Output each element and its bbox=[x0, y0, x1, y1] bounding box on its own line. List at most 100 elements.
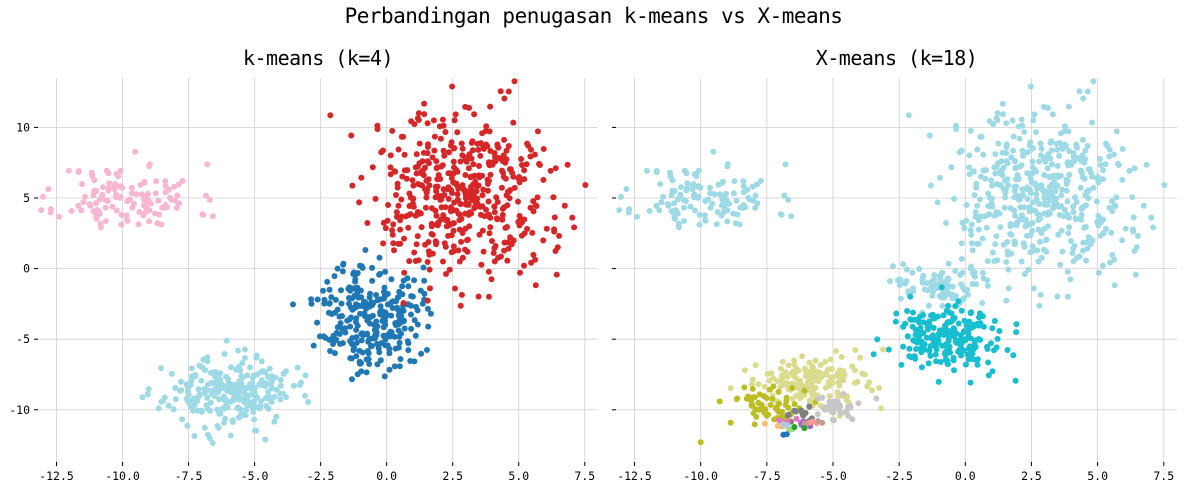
data-point bbox=[277, 390, 284, 397]
data-point bbox=[157, 365, 164, 372]
data-point bbox=[296, 382, 303, 388]
data-point bbox=[723, 200, 730, 207]
data-point bbox=[390, 221, 397, 228]
data-point bbox=[38, 207, 45, 214]
data-point bbox=[838, 410, 845, 417]
data-point bbox=[502, 224, 509, 231]
data-point bbox=[198, 377, 205, 384]
data-point bbox=[480, 248, 487, 255]
data-point bbox=[967, 127, 974, 134]
data-point bbox=[952, 338, 959, 345]
data-point bbox=[941, 278, 948, 285]
data-point bbox=[424, 150, 431, 157]
data-point bbox=[849, 416, 856, 423]
data-point bbox=[501, 239, 508, 246]
data-point bbox=[1012, 221, 1019, 228]
data-point bbox=[1083, 202, 1090, 209]
y-tick-label: 10 bbox=[16, 120, 30, 134]
data-point bbox=[997, 182, 1004, 189]
data-point bbox=[450, 207, 457, 214]
data-point bbox=[152, 210, 158, 217]
data-point bbox=[207, 399, 214, 406]
data-point bbox=[1045, 223, 1051, 230]
data-point bbox=[425, 239, 432, 245]
data-point bbox=[1041, 195, 1048, 202]
data-point bbox=[203, 192, 209, 199]
data-point bbox=[764, 371, 771, 377]
data-point bbox=[470, 161, 477, 168]
data-point bbox=[369, 343, 375, 349]
data-point bbox=[338, 300, 345, 307]
data-point bbox=[1072, 194, 1078, 201]
data-point bbox=[540, 237, 547, 244]
data-point bbox=[984, 258, 991, 265]
data-point bbox=[916, 266, 923, 272]
data-point bbox=[79, 181, 86, 188]
data-point bbox=[528, 146, 534, 153]
data-point bbox=[465, 165, 472, 172]
x-tick-label: -12.5 bbox=[39, 469, 74, 483]
data-point bbox=[976, 310, 983, 317]
data-point bbox=[129, 190, 135, 197]
data-point bbox=[969, 269, 976, 276]
data-point bbox=[80, 199, 87, 206]
data-point bbox=[1086, 166, 1093, 173]
data-point bbox=[65, 167, 72, 174]
data-point bbox=[1012, 212, 1019, 219]
data-point bbox=[1033, 191, 1040, 198]
data-point bbox=[498, 253, 504, 260]
data-point bbox=[1003, 259, 1010, 265]
data-point bbox=[995, 160, 1002, 167]
data-point bbox=[771, 416, 778, 423]
data-point bbox=[1081, 175, 1088, 182]
data-point bbox=[353, 353, 360, 360]
data-point bbox=[357, 359, 364, 366]
data-point bbox=[381, 373, 388, 380]
data-point bbox=[930, 276, 937, 283]
data-point bbox=[939, 269, 946, 276]
data-point bbox=[440, 147, 447, 154]
y-tick-label: 0 bbox=[23, 262, 30, 276]
data-point bbox=[128, 184, 135, 191]
data-point bbox=[1036, 158, 1043, 165]
data-point bbox=[967, 227, 974, 234]
data-point bbox=[815, 418, 821, 424]
data-point bbox=[1027, 175, 1034, 182]
data-point bbox=[734, 395, 741, 402]
data-point bbox=[920, 312, 926, 319]
data-point bbox=[381, 314, 387, 321]
data-point bbox=[105, 185, 112, 192]
data-point bbox=[752, 192, 759, 199]
data-point bbox=[501, 136, 508, 143]
data-point bbox=[385, 202, 392, 208]
data-point bbox=[93, 214, 100, 221]
data-point bbox=[477, 211, 484, 218]
data-point bbox=[1087, 241, 1094, 248]
data-point bbox=[791, 424, 798, 430]
data-point bbox=[702, 217, 709, 224]
data-point bbox=[190, 395, 197, 402]
data-point bbox=[452, 285, 458, 292]
data-point bbox=[395, 146, 402, 153]
data-point bbox=[748, 381, 755, 388]
data-point bbox=[966, 152, 973, 159]
data-point bbox=[1013, 183, 1020, 190]
data-point bbox=[226, 383, 233, 390]
data-point bbox=[1003, 120, 1010, 127]
data-point bbox=[431, 147, 438, 154]
data-point bbox=[429, 154, 436, 161]
data-point bbox=[968, 231, 975, 238]
data-point bbox=[523, 161, 530, 168]
data-point bbox=[502, 175, 509, 182]
data-point bbox=[926, 322, 933, 329]
data-point bbox=[459, 182, 466, 189]
data-point bbox=[1063, 143, 1070, 150]
data-point bbox=[971, 192, 978, 198]
data-point bbox=[1070, 245, 1077, 252]
data-point bbox=[407, 194, 414, 201]
data-point bbox=[398, 312, 405, 319]
data-point bbox=[488, 276, 495, 283]
data-point bbox=[414, 115, 421, 122]
data-point bbox=[425, 141, 431, 148]
data-point bbox=[551, 228, 558, 235]
